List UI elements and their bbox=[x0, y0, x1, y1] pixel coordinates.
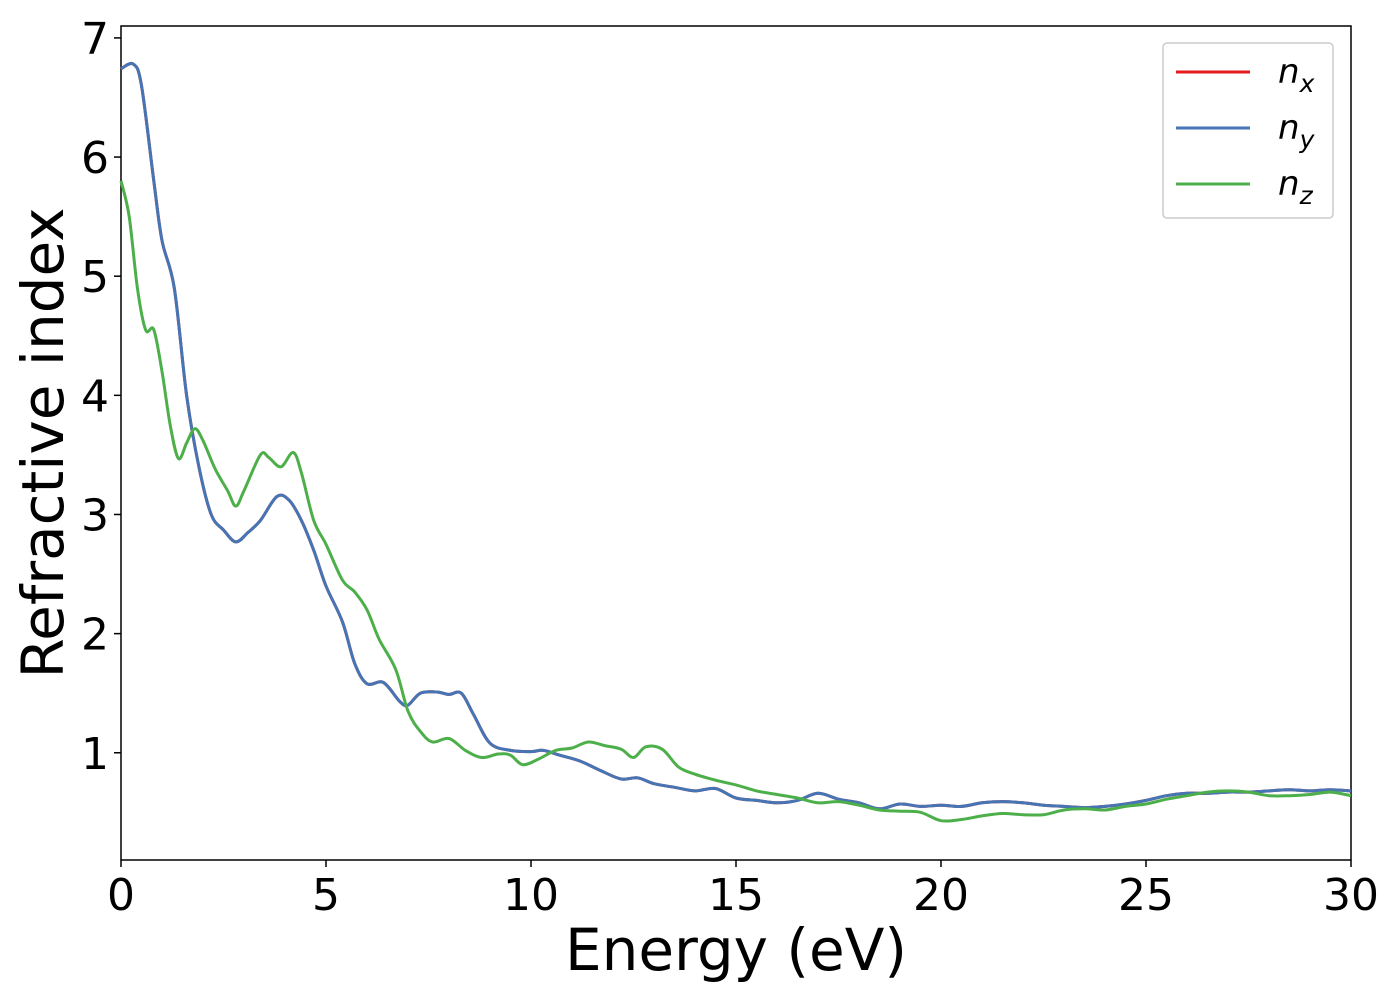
legend: nx ny nz bbox=[1162, 42, 1334, 219]
x-tick-label: 10 bbox=[503, 870, 559, 921]
x-tick-label: 25 bbox=[1118, 870, 1174, 921]
x-axis-title: Energy (eV) bbox=[565, 916, 907, 984]
x-tick-label: 20 bbox=[913, 870, 969, 921]
y-tick-label: 3 bbox=[81, 490, 109, 541]
legend-label-nz: nz bbox=[1278, 164, 1314, 210]
x-tick-label: 5 bbox=[312, 870, 340, 921]
ticks-layer: 0 5 10 15 20 25 30 1 2 3 4 5 6 7 bbox=[81, 14, 1379, 921]
y-tick-label: 5 bbox=[81, 252, 109, 303]
y-tick-label: 7 bbox=[81, 14, 109, 65]
x-tick-label: 0 bbox=[107, 870, 135, 921]
y-tick-label: 1 bbox=[81, 729, 109, 780]
legend-label-ny: ny bbox=[1278, 108, 1316, 154]
y-tick-label: 4 bbox=[81, 371, 109, 422]
series-line-n-y bbox=[120, 61, 1352, 811]
series-line-n-z bbox=[119, 180, 1352, 823]
legend-frame bbox=[1162, 42, 1334, 219]
y-axis-title: Refractive index bbox=[9, 207, 77, 678]
y-tick-label: 6 bbox=[81, 133, 109, 184]
plot-area bbox=[120, 25, 1352, 861]
y-tick-label: 2 bbox=[81, 610, 109, 661]
x-tick-label: 30 bbox=[1323, 870, 1379, 921]
x-tick-label: 15 bbox=[708, 870, 764, 921]
series-layer bbox=[119, 61, 1352, 823]
legend-label-nx: nx bbox=[1278, 52, 1315, 98]
